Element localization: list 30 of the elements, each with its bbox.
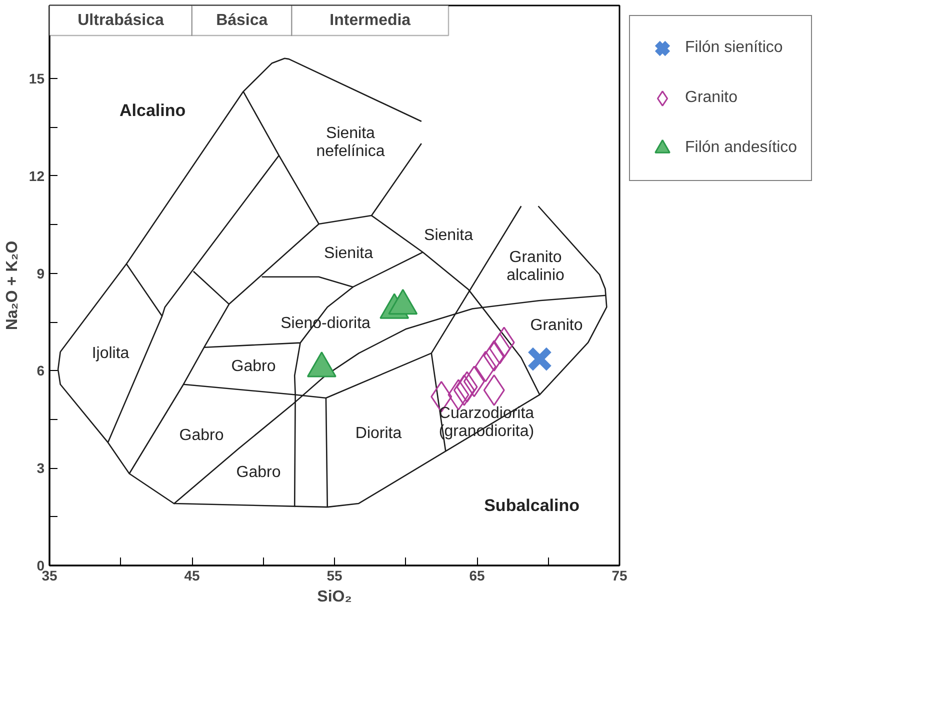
annotation: Sienita	[424, 227, 474, 244]
annotation: Ijolita	[92, 345, 130, 362]
annotation: Sienita nefelínica	[316, 125, 385, 160]
x-tick-label: 65	[469, 568, 485, 584]
y-tick-label: 15	[28, 70, 45, 87]
y-tick-label: 12	[28, 168, 45, 184]
annotation: Sienita	[324, 245, 374, 262]
legend-label: Filón andesítico	[685, 139, 798, 157]
annotation: Gabro	[179, 427, 224, 444]
x-tick-label: 45	[184, 568, 200, 584]
band-label: Intermedia	[330, 12, 411, 29]
annotation: Diorita	[355, 425, 402, 442]
point	[527, 346, 552, 372]
y-tick-label: 3	[36, 460, 45, 476]
annotation: Alcalino	[120, 101, 186, 120]
annotation: Granito alcalinio	[506, 249, 565, 284]
annotation: Granito	[530, 317, 583, 334]
annotation: Gabro	[236, 464, 281, 481]
x-tick-label: 55	[326, 568, 342, 584]
annotation: Gabro	[231, 358, 276, 375]
legend-label: Granito	[685, 89, 738, 107]
band-label: Ultrabásica	[78, 12, 164, 29]
annotation: Subalcalino	[484, 496, 580, 515]
x-tick-label: 75	[612, 568, 628, 584]
y-axis-title: Na₂O + K₂O	[4, 240, 21, 330]
x-axis-title: SiO₂	[317, 588, 352, 606]
y-tick-label: 6	[36, 362, 45, 379]
band-label: Básica	[216, 12, 268, 29]
legend-label: Filón sienítico	[685, 39, 783, 57]
y-tick-label: 9	[36, 265, 45, 282]
